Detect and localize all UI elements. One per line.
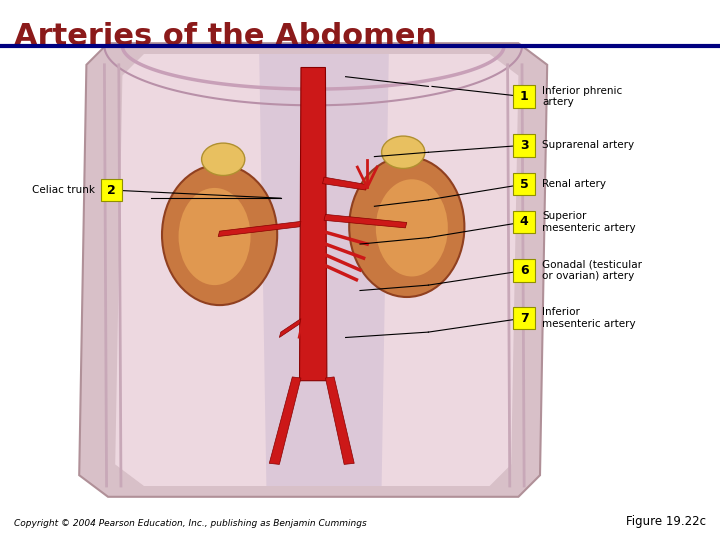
FancyBboxPatch shape xyxy=(101,179,122,201)
Text: Arteries of the Abdomen: Arteries of the Abdomen xyxy=(14,22,438,51)
FancyBboxPatch shape xyxy=(513,85,535,108)
Text: Inferior phrenic
artery: Inferior phrenic artery xyxy=(542,86,622,107)
Text: 2: 2 xyxy=(107,184,116,197)
Text: Superior
mesenteric artery: Superior mesenteric artery xyxy=(542,211,636,233)
Polygon shape xyxy=(323,177,367,190)
Ellipse shape xyxy=(382,136,425,168)
Text: Renal artery: Renal artery xyxy=(542,179,606,189)
Text: 4: 4 xyxy=(520,215,528,228)
Polygon shape xyxy=(259,54,389,486)
FancyBboxPatch shape xyxy=(513,134,535,157)
Ellipse shape xyxy=(349,157,464,297)
Polygon shape xyxy=(218,221,301,237)
Text: Celiac trunk: Celiac trunk xyxy=(32,185,95,195)
Text: Inferior
mesenteric artery: Inferior mesenteric artery xyxy=(542,307,636,329)
FancyBboxPatch shape xyxy=(513,211,535,233)
Polygon shape xyxy=(279,319,301,338)
Ellipse shape xyxy=(202,143,245,176)
Ellipse shape xyxy=(162,165,277,305)
Polygon shape xyxy=(269,377,301,464)
Text: 7: 7 xyxy=(520,312,528,325)
Text: 5: 5 xyxy=(520,178,528,191)
Text: 6: 6 xyxy=(520,264,528,277)
Text: Gonadal (testicular
or ovarian) artery: Gonadal (testicular or ovarian) artery xyxy=(542,260,642,281)
Text: Suprarenal artery: Suprarenal artery xyxy=(542,140,634,150)
Polygon shape xyxy=(300,68,327,381)
Polygon shape xyxy=(325,377,354,464)
Polygon shape xyxy=(115,54,518,486)
Ellipse shape xyxy=(376,179,448,276)
Ellipse shape xyxy=(179,188,251,285)
Text: 1: 1 xyxy=(520,90,528,103)
FancyBboxPatch shape xyxy=(513,173,535,195)
Polygon shape xyxy=(79,43,547,497)
FancyBboxPatch shape xyxy=(513,259,535,282)
FancyBboxPatch shape xyxy=(513,307,535,329)
Text: 3: 3 xyxy=(520,139,528,152)
Text: Figure 19.22c: Figure 19.22c xyxy=(626,515,706,528)
Text: Copyright © 2004 Pearson Education, Inc., publishing as Benjamin Cummings: Copyright © 2004 Pearson Education, Inc.… xyxy=(14,519,367,528)
Polygon shape xyxy=(324,214,407,228)
